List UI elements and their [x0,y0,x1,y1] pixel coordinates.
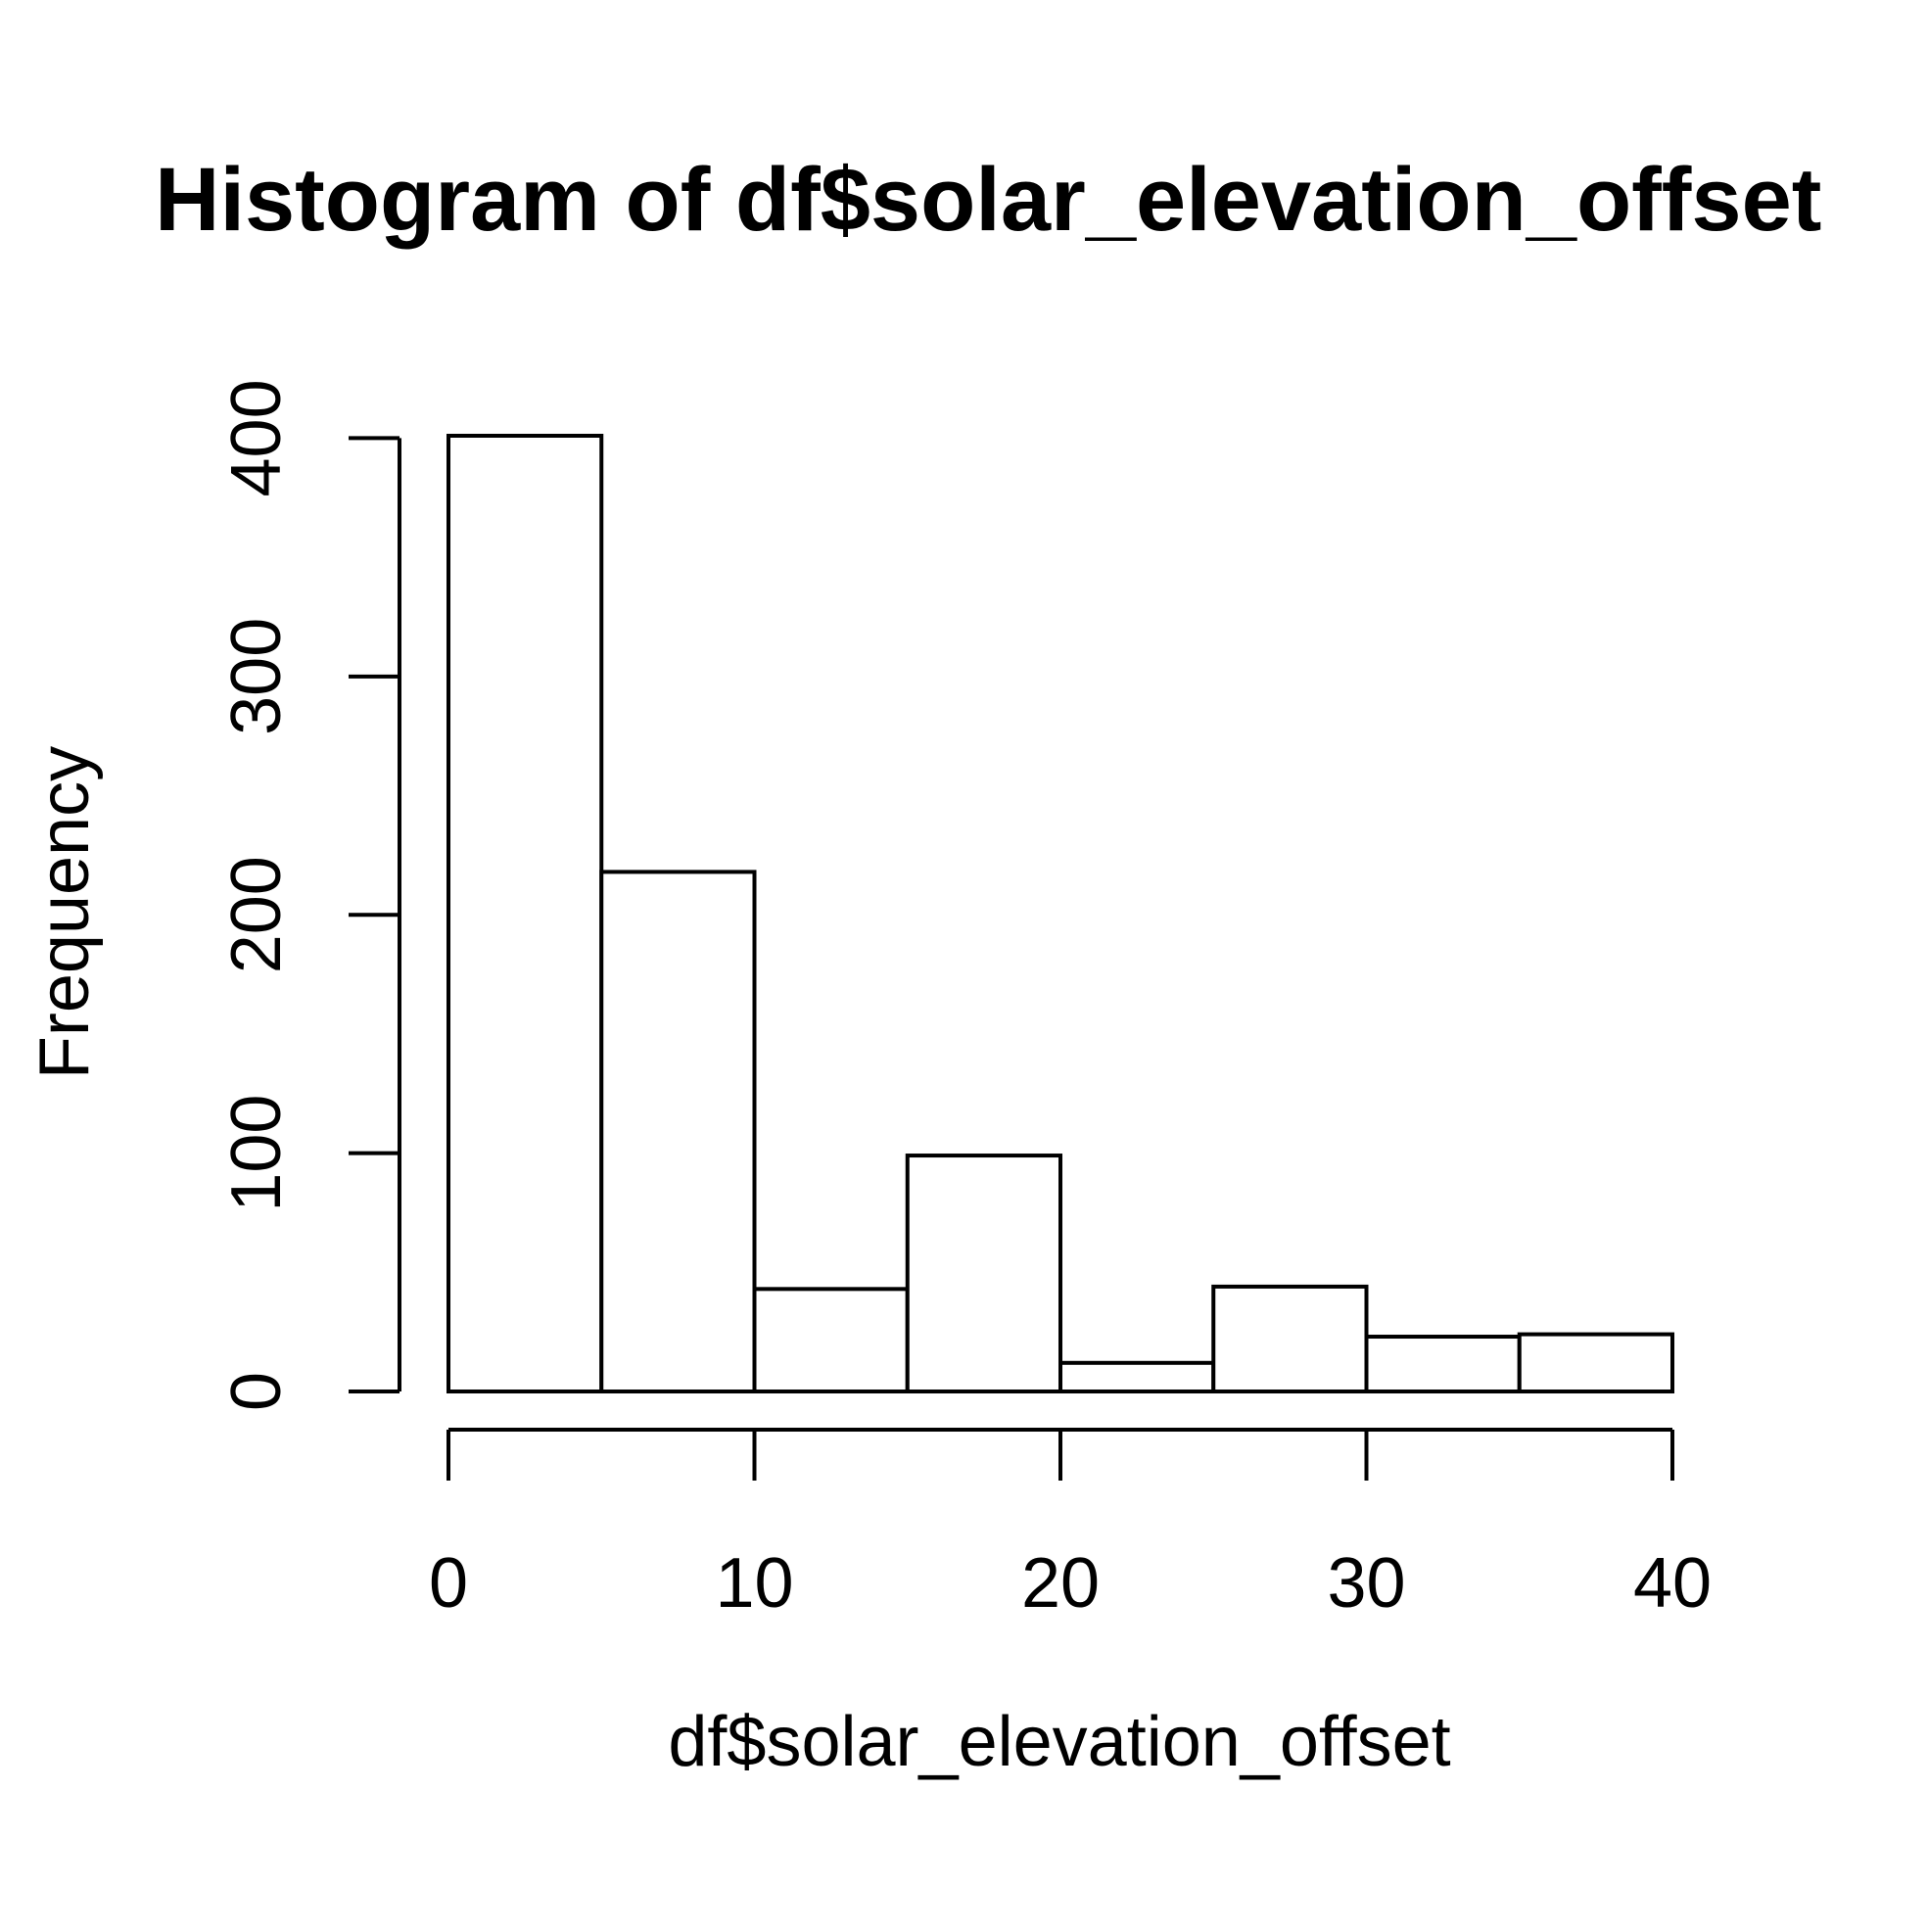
y-axis: 0 100 200 300 400 [217,379,401,1411]
bars-layer [446,434,1674,1394]
histogram-bar-4 [1058,1360,1216,1393]
y-axis-title: Frequency [25,746,104,1079]
x-axis: 0 10 20 30 40 [429,1428,1712,1623]
histogram-bar-7 [1517,1332,1674,1394]
y-tick-label-400: 400 [217,379,296,496]
y-tick-label-300: 300 [217,618,296,735]
x-tick-label-30: 30 [1327,1544,1405,1623]
histogram-bar-5 [1211,1284,1369,1393]
histogram-bar-2 [752,1287,910,1394]
chart-title: Histogram of df$solar_elevation_offset [155,150,1821,250]
histogram-bar-0 [446,434,604,1393]
x-tick-label-20: 20 [1021,1544,1100,1623]
y-tick-label-100: 100 [217,1095,296,1212]
histogram-bar-6 [1364,1335,1522,1393]
histogram-bar-3 [905,1154,1062,1393]
histogram-bar-1 [599,870,757,1393]
x-tick-label-40: 40 [1633,1544,1712,1623]
x-axis-title: df$solar_elevation_offset [668,1703,1450,1781]
y-tick-label-200: 200 [217,856,296,973]
x-tick-label-0: 0 [429,1544,468,1623]
x-tick-label-10: 10 [715,1544,793,1623]
y-tick-label-0: 0 [217,1372,296,1411]
